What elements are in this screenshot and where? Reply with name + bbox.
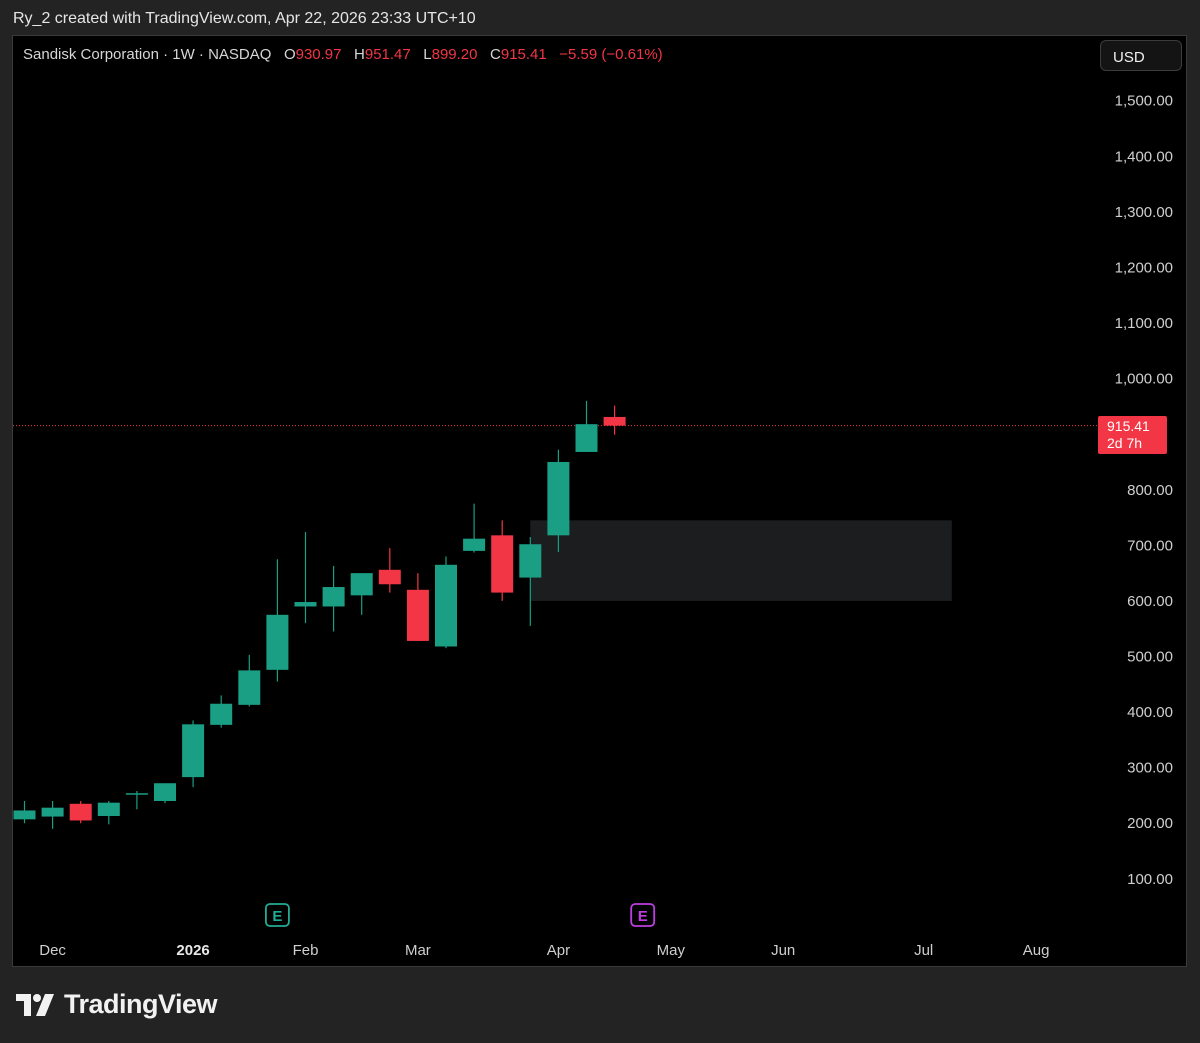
x-tick-label: 2026 [176, 942, 209, 959]
candle-body[interactable] [41, 807, 64, 817]
candle-body[interactable] [294, 602, 317, 607]
price-chart[interactable]: 1,500.00 1,400.00 1,300.00 1,200.00 1,100.00… [13, 36, 1186, 966]
candle-body[interactable] [603, 416, 626, 426]
candle-body[interactable] [238, 670, 261, 705]
y-tick-label: 1,000.00 [1115, 371, 1173, 388]
y-tick-label: 1,400.00 [1115, 148, 1173, 165]
y-tick-label: 700.00 [1127, 537, 1173, 554]
candle-body[interactable] [519, 544, 542, 578]
snapshot-caption: Ry_2 created with TradingView.com, Apr 2… [13, 10, 476, 27]
earnings-icon[interactable] [264, 903, 290, 927]
y-tick-label: 500.00 [1127, 649, 1173, 666]
candle-body[interactable] [266, 614, 289, 670]
candle-body[interactable] [350, 573, 373, 596]
x-tick-label: Jun [771, 942, 795, 959]
earnings-marker-label: E [638, 908, 648, 925]
y-tick-label: 600.00 [1127, 593, 1173, 610]
x-tick-label: Aug [1023, 942, 1050, 959]
candle-body[interactable] [547, 461, 570, 536]
tradingview-logo-icon [16, 993, 54, 1016]
high-label: H [354, 46, 365, 63]
high-value: 951.47 [364, 46, 411, 63]
x-tick-label: Mar [405, 942, 431, 959]
candle-body[interactable] [97, 802, 120, 817]
x-tick-label: Jul [914, 942, 933, 959]
candle-body[interactable] [463, 538, 486, 551]
candle-body[interactable] [125, 793, 148, 795]
candle-body[interactable] [69, 803, 92, 821]
candle-body[interactable] [575, 424, 598, 452]
symbol-title[interactable]: Sandisk Corporation · 1W · NASDAQ [23, 46, 272, 63]
candle-body[interactable] [210, 703, 233, 725]
close-value: 915.41 [500, 46, 547, 63]
last-price-tag: 915.41 2d 7h [1098, 416, 1167, 454]
candle-body[interactable] [13, 810, 36, 820]
y-tick-label: 1,100.00 [1115, 315, 1173, 332]
y-tick-label: 800.00 [1127, 482, 1173, 499]
candle-body[interactable] [435, 564, 457, 647]
candle-body[interactable] [491, 535, 514, 593]
tradingview-logo[interactable]: TradingView [16, 989, 218, 1020]
candle-body[interactable] [378, 569, 401, 585]
tradingview-wordmark: TradingView [64, 989, 218, 1019]
symbol-legend: Sandisk Corporation · 1W · NASDAQ O930.9… [23, 46, 663, 63]
currency-button[interactable]: USD [1100, 40, 1182, 71]
x-tick-label: Feb [293, 942, 319, 959]
low-value: 899.20 [431, 46, 478, 63]
last-price-value: 915.41 [1107, 418, 1150, 434]
close-label: C [490, 46, 501, 63]
change-value: −5.59 (−0.61%) [559, 46, 663, 63]
y-tick-label: 200.00 [1127, 815, 1173, 832]
y-tick-label: 1,200.00 [1115, 259, 1173, 276]
y-tick-label: 1,500.00 [1115, 93, 1173, 110]
earnings-marker-label: E [272, 908, 282, 925]
candle-body[interactable] [154, 783, 176, 802]
y-tick-label: 100.00 [1127, 871, 1173, 888]
candle-body[interactable] [322, 587, 345, 607]
low-label: L [423, 46, 432, 63]
candle-body[interactable] [406, 589, 429, 641]
candle-body[interactable] [182, 724, 205, 778]
earnings-icon[interactable] [630, 903, 656, 927]
zone-rectangle[interactable] [530, 520, 952, 601]
y-tick-label: 300.00 [1127, 760, 1173, 777]
x-tick-label: Dec [39, 942, 66, 959]
x-tick-label: Apr [547, 942, 570, 959]
chart-panel[interactable]: Sandisk Corporation · 1W · NASDAQ O930.9… [12, 35, 1187, 967]
x-tick-label: May [657, 942, 686, 959]
open-label: O [283, 46, 296, 63]
bar-countdown: 2d 7h [1107, 435, 1143, 451]
y-tick-label: 1,300.00 [1115, 204, 1173, 221]
y-tick-label: 400.00 [1127, 704, 1173, 721]
open-value: 930.97 [295, 46, 342, 63]
